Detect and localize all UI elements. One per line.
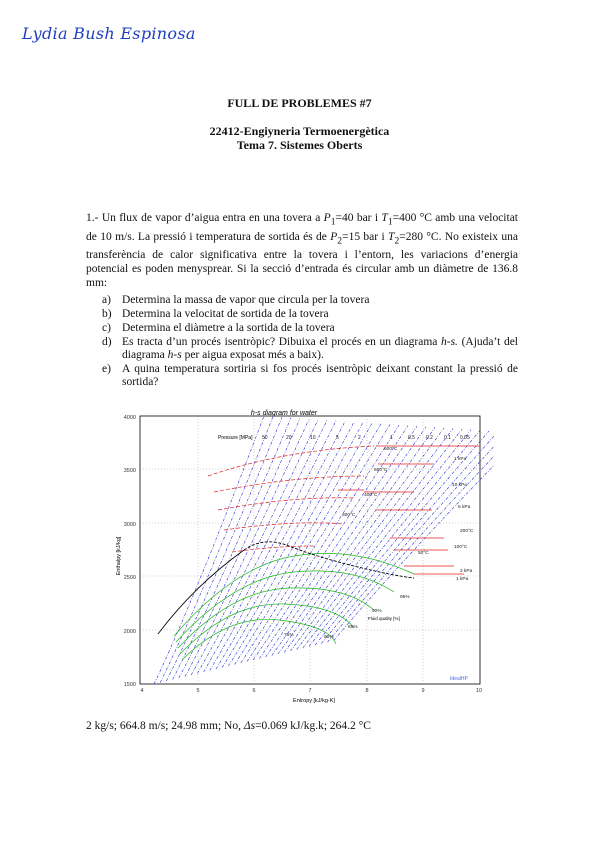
pressure-label: 2: [358, 435, 361, 441]
course-name: 22412-Engiyneria Termoenergètica: [209, 124, 390, 138]
quality-label: 90%: [372, 608, 382, 614]
isobar-line: [228, 423, 373, 667]
temperature-label: 200°C: [460, 528, 474, 534]
isobar-line: [178, 418, 301, 679]
right-label: 5 kPa: [458, 504, 471, 510]
question-list: a) Determina la massa de vapor que circul…: [86, 294, 518, 390]
y-tick: 2500: [124, 575, 136, 581]
isobar-line: [209, 421, 346, 671]
pressure-label: 20: [286, 435, 292, 441]
question-d: d) Es tracta d’un procés isentròpic? Dibu…: [102, 335, 518, 362]
isobar-line: [153, 415, 265, 685]
y-tick: 1500: [124, 682, 136, 688]
y-tick: 3500: [124, 468, 136, 474]
pressure-label: 10: [310, 435, 316, 441]
isobar-line: [321, 445, 494, 644]
isobar-line: [246, 424, 400, 662]
pressure-label: 1: [390, 435, 393, 441]
x-tick: 4: [140, 688, 143, 694]
question-a: a) Determina la massa de vapor que circul…: [102, 294, 370, 306]
isobar-line: [296, 429, 472, 650]
hs-diagram: h-s diagram for water 1500 2000 2500 300…: [116, 410, 494, 704]
isobar-line: [234, 423, 382, 665]
saturation-liquid-line: [157, 549, 245, 635]
course-header: 22412-Engiyneria Termoenergètica Tema 7.…: [0, 124, 599, 152]
right-label: 1 kPa: [456, 576, 469, 582]
y-tick: 2000: [124, 629, 136, 635]
x-tick: 7: [308, 688, 311, 694]
right-label: 2 kPa: [460, 568, 473, 574]
pressure-legend: Pressure [MPa]: [218, 435, 253, 441]
question-b: b) Determina la velocitat de sortida de l…: [102, 307, 329, 320]
isobar-line: [203, 420, 337, 673]
isobar-line: [327, 455, 494, 643]
answer-line: 2 kg/s; 664.8 m/s; 24.98 mm; No, Δs=0.06…: [86, 720, 371, 732]
temperature-label: 600°C: [384, 446, 398, 452]
question-e: e) A quina temperatura sortiria si fos pr…: [102, 363, 518, 389]
quality-label: 75%: [284, 632, 294, 638]
isobar-line: [166, 417, 283, 682]
problem-number: 1.-: [86, 212, 99, 224]
topic-name: Tema 7. Sistemes Oberts: [236, 138, 363, 152]
chart-title: h-s diagram for water: [251, 410, 318, 417]
right-label: 1 kPa: [454, 456, 467, 462]
temperature-label: 100°C: [454, 544, 468, 550]
isotherm-lines: [207, 445, 375, 553]
x-axis-label: Entropy [kJ/kg-K]: [293, 698, 335, 704]
temperature-label: 400°C: [364, 492, 378, 498]
isobar-line: [215, 421, 355, 670]
chart-brand: IdealHP: [450, 676, 468, 682]
pressure-label: 0.5: [408, 435, 415, 441]
pressure-label: 0.05: [460, 435, 470, 441]
pressure-label: 50: [262, 435, 268, 441]
pressure-label: 0.2: [426, 435, 433, 441]
y-tick: 4000: [124, 415, 136, 421]
isobar-line: [302, 430, 481, 649]
isobar-line: [172, 417, 292, 680]
x-tick: 10: [476, 688, 482, 694]
isobar-line: [290, 429, 463, 652]
pressure-label: 5: [336, 435, 339, 441]
isobar-line: [190, 419, 319, 676]
y-axis-label: Enthalpy [kJ/kg]: [116, 536, 122, 575]
problem-statement: 1.- Un flux de vapor d’aigua entra en un…: [86, 212, 518, 290]
x-tick: 6: [252, 688, 255, 694]
isobar-line: [314, 435, 494, 646]
quality-label: 85%: [348, 624, 358, 630]
isobar-line: [184, 418, 310, 677]
question-c: c) Determina el diàmetre a la sortida de …: [102, 321, 335, 334]
x-tick: 8: [365, 688, 368, 694]
pressure-label: 0.1: [444, 435, 451, 441]
isobar-line: [240, 424, 391, 664]
isobar-line: [221, 422, 364, 668]
temperature-label: 500°C: [374, 467, 388, 473]
quality-label: 80%: [324, 634, 334, 640]
y-tick: 3000: [124, 522, 136, 528]
saturation-line: [243, 541, 415, 579]
quality-label: 95%: [400, 594, 410, 600]
student-signature: Lydia Bush Espinosa: [22, 24, 196, 43]
quality-lines: [173, 553, 415, 661]
x-tick: 5: [196, 688, 199, 694]
right-label: 10 kPa: [452, 482, 467, 488]
temperature-label: 50°C: [418, 550, 429, 556]
x-tick: 9: [421, 688, 424, 694]
isobar-line: [308, 430, 490, 647]
sheet-title: FULL DE PROBLEMES #7: [227, 96, 372, 110]
isobar-lines: [153, 415, 494, 685]
isobar-line: [333, 464, 494, 641]
quality-legend: Fluid quality [%]: [368, 616, 400, 621]
temperature-label: 300°C: [342, 512, 356, 518]
